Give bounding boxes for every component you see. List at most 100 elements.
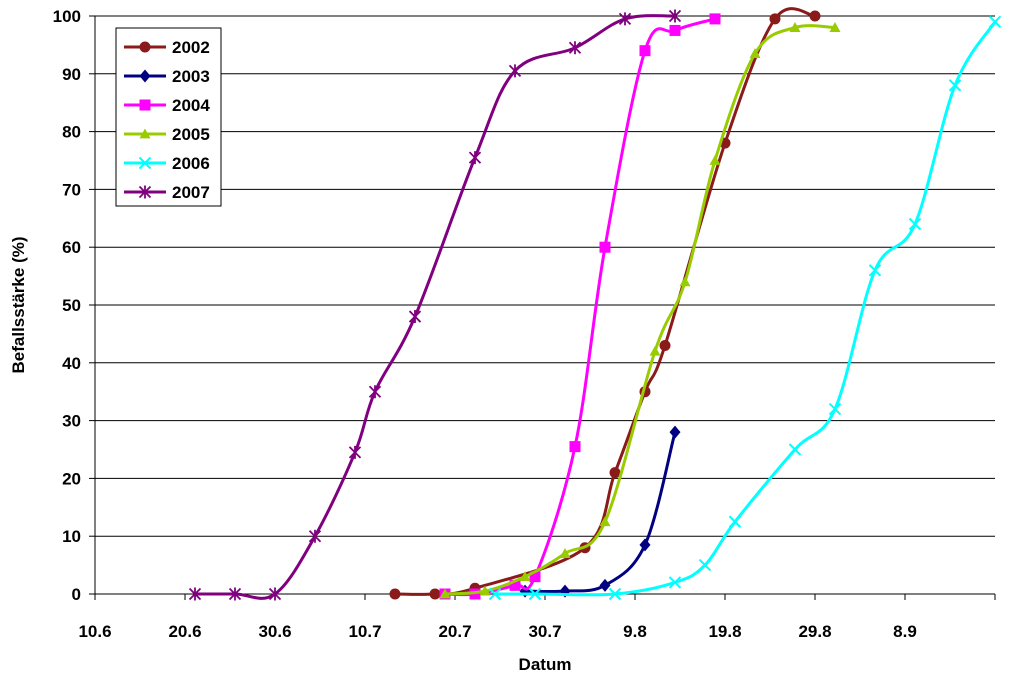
x-axis-label: Datum [519,655,572,674]
data-point-2004 [509,579,521,591]
series-2003 [519,425,681,598]
x-tick-label: 10.6 [78,622,111,641]
legend-label: 2005 [172,125,210,144]
series-line-2002 [394,7,816,596]
data-point-2004 [639,45,651,57]
data-point-2003 [599,578,611,592]
data-point-2005 [559,548,571,558]
legend-label: 2007 [172,183,210,202]
x-tick-label: 30.6 [258,622,291,641]
legend-label: 2006 [172,154,210,173]
data-point-2007 [508,64,522,78]
legend-label: 2003 [172,67,210,86]
data-point-2007 [618,12,632,26]
legend: 2002 2003 2004 2005 2006 2007 [115,27,222,207]
data-point-2006 [908,217,922,231]
series-line-2004 [444,17,716,597]
data-point-2007 [188,587,202,601]
data-point-2006 [488,587,502,601]
data-point-2002 [769,13,781,25]
y-tick-labels: 0 10 20 30 40 50 60 70 80 90 100 [53,7,81,604]
data-point-2004 [529,571,541,583]
grid-lines [95,15,995,537]
data-point-2005 [649,345,661,356]
data-point-2005 [749,48,761,58]
data-point-2007 [348,445,362,459]
data-point-2007 [268,587,282,601]
legend-marker-2002 [139,41,151,53]
data-point-2005 [679,276,691,287]
data-point-2002 [429,588,441,600]
data-point-2005 [439,588,451,599]
x-tick-label: 8.9 [893,622,917,641]
data-point-2006 [698,558,712,572]
data-point-2007 [308,529,322,543]
x-tick-label: 29.8 [798,622,831,641]
data-point-2007 [228,587,242,601]
y-tick-label: 0 [72,585,81,604]
legend-item-2003: 2003 [124,67,210,86]
legend-item-2005: 2005 [124,125,210,144]
x-tick-label: 10.7 [348,622,381,641]
series-line-2006 [495,20,997,597]
x-tick-label: 30.7 [528,622,561,641]
y-tick-label: 20 [62,469,81,488]
data-point-2002 [609,467,621,479]
data-point-2002 [389,588,401,600]
legend-marker-2003 [139,69,151,83]
data-point-2007 [568,41,582,55]
series-2004 [439,13,721,600]
data-point-2004 [669,24,681,36]
data-point-2005 [709,155,721,165]
data-point-2006 [828,402,842,416]
y-tick-label: 80 [62,123,81,142]
x-tick-label: 20.6 [168,622,201,641]
axes [89,15,996,600]
y-tick-label: 60 [62,238,81,257]
legend-box [115,27,222,207]
data-point-2003 [669,425,681,439]
y-tick-label: 50 [62,296,81,315]
data-point-2006 [788,443,802,456]
data-point-2004 [569,441,581,453]
y-tick-label: 70 [62,180,81,199]
x-tick-labels: 10.6 20.6 30.6 10.7 20.7 30.7 9.8 19.8 29.8 8.9 [78,622,916,641]
data-point-2007 [368,385,382,399]
data-point-2004 [599,241,611,253]
data-point-2005 [519,571,531,582]
legend-item-2002: 2002 [124,38,210,57]
y-tick-label: 10 [62,527,81,546]
x-tick-label: 19.8 [708,622,741,641]
data-point-2005 [829,22,841,32]
data-point-2005 [479,585,491,596]
legend-marker-2006 [138,156,152,170]
data-point-2007 [668,9,682,23]
legend-item-2006: 2006 [124,154,210,173]
data-point-2006 [988,15,1002,28]
data-point-2006 [868,264,882,277]
legend-marker-2005 [139,128,151,139]
y-tick-label: 30 [62,412,81,431]
y-tick-label: 90 [62,65,81,84]
series-2005 [439,22,841,599]
legend-marker-2004 [139,99,151,111]
series-2002 [389,7,821,600]
legend-item-2007: 2007 [124,183,210,202]
y-axis-label: Befallsstärke (%) [9,236,28,373]
data-point-2007 [468,151,482,165]
series-line-2005 [444,24,836,596]
data-point-2003 [639,538,651,552]
y-tick-label: 100 [53,7,81,26]
data-point-2004 [709,13,721,25]
legend-marker-2007 [138,185,152,199]
data-point-2005 [789,22,801,32]
series-2007 [188,9,682,601]
x-tick-label: 9.8 [623,622,647,641]
legend-item-2004: 2004 [124,96,210,115]
series-line-2007 [195,14,676,600]
legend-label: 2002 [172,38,210,57]
data-point-2002 [659,339,671,351]
data-point-2006 [608,587,622,601]
data-point-2007 [408,310,422,324]
